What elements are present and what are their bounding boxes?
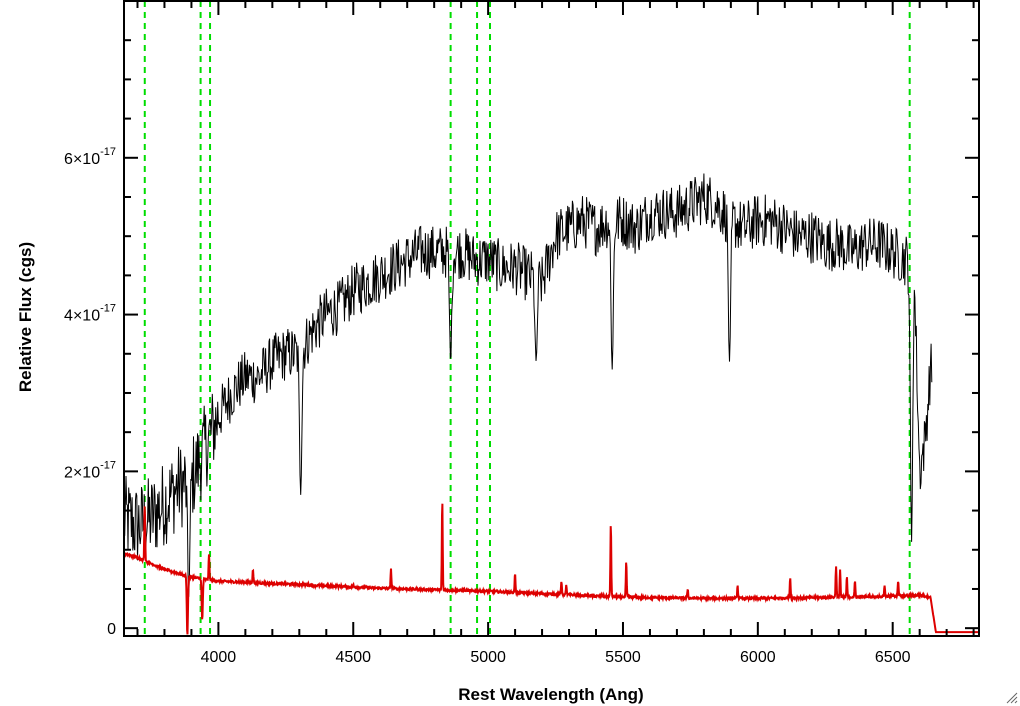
y-tick-labels: 0 2×10-17 4×10-17 6×10-17 (64, 146, 116, 638)
x-axis-title: Rest Wavelength (Ang) (458, 685, 643, 704)
series-layer (123, 173, 979, 635)
x-tick-label-4500: 4500 (335, 649, 371, 666)
y-axis-title: Relative Flux (cgs) (16, 242, 35, 392)
x-tick-label-5000: 5000 (470, 649, 506, 666)
x-tick-label-6500: 6500 (875, 649, 911, 666)
x-tick-label-4000: 4000 (201, 649, 237, 666)
x-tick-label-6000: 6000 (740, 649, 776, 666)
vertical-marker-lines (143, 1, 911, 636)
y-tick-label-2×10: 2×10-17 (64, 459, 116, 481)
resize-grip-icon[interactable] (1004, 690, 1018, 704)
x-tick-labels: 4000 4500 5000 5500 6000 6500 (201, 649, 911, 666)
axis-ticks (124, 0, 979, 636)
x-tick-label-5500: 5500 (605, 649, 641, 666)
plot-frame (123, 0, 980, 637)
y-tick-label-4×10: 4×10-17 (64, 303, 116, 325)
y-tick-label-6×10: 6×10-17 (64, 146, 116, 168)
model-spectrum-line (123, 503, 979, 635)
y-tick-label-0: 0 (107, 621, 116, 638)
observed-spectrum-line (123, 173, 933, 597)
